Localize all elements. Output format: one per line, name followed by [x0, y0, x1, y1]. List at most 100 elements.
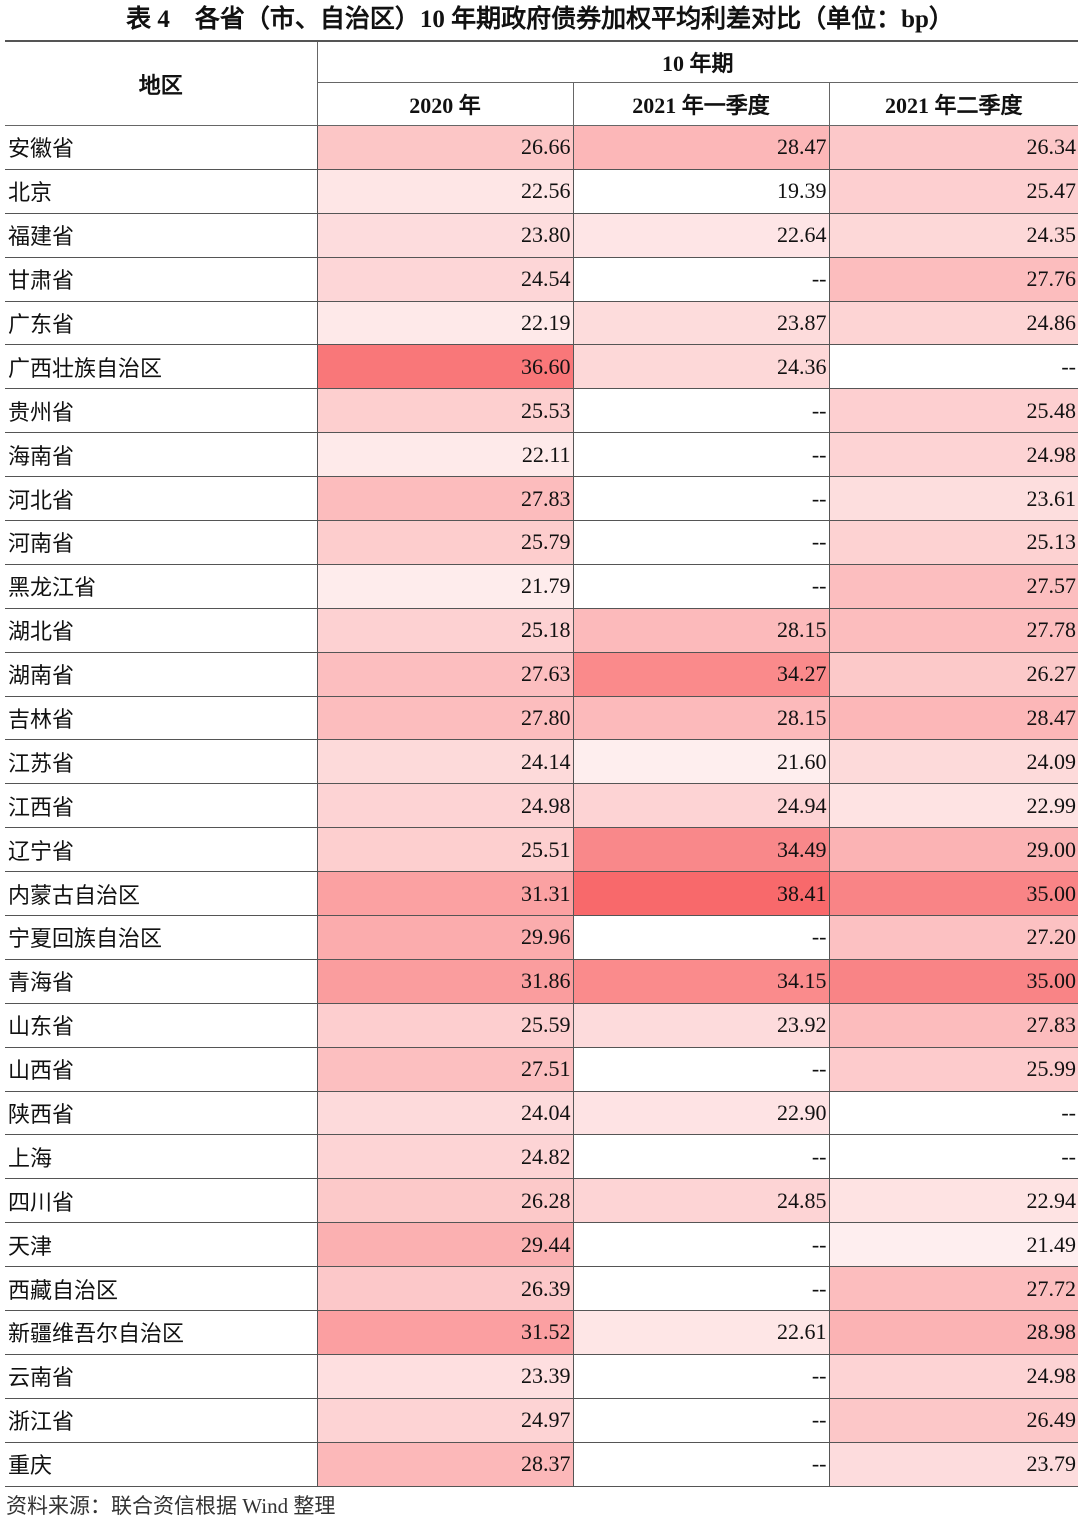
region-header: 地区 [5, 41, 317, 126]
region-cell: 上海 [5, 1134, 317, 1180]
table-row: 新疆维吾尔自治区 31.52 22.61 28.98 [5, 1310, 1079, 1355]
value-cell: 31.52 [316, 1310, 573, 1355]
value-cell: 26.34 [828, 125, 1079, 170]
table-row: 湖北省 25.18 28.15 27.78 [5, 608, 1079, 653]
table-row: 内蒙古自治区 31.31 38.41 35.00 [5, 871, 1079, 917]
value-cell: -- [572, 388, 829, 434]
value-cell: 28.15 [572, 608, 829, 653]
region-cell: 北京 [5, 169, 317, 214]
table-row: 湖南省 27.63 34.27 26.27 [5, 652, 1079, 697]
column-header-2021q2: 2021 年二季度 [828, 82, 1079, 126]
value-cell: 27.80 [316, 696, 573, 741]
value-cell: 22.94 [828, 1178, 1079, 1224]
value-cell: 28.47 [572, 125, 829, 170]
region-cell: 黑龙江省 [5, 564, 317, 609]
value-cell: 21.60 [572, 739, 829, 785]
table-row: 贵州省 25.53 -- 25.48 [5, 388, 1079, 434]
value-cell: -- [572, 1222, 829, 1268]
value-cell: 27.57 [828, 564, 1079, 609]
region-cell: 云南省 [5, 1354, 317, 1399]
value-cell: -- [572, 520, 829, 565]
value-cell: 23.92 [572, 1003, 829, 1048]
value-cell: 23.80 [316, 213, 573, 258]
region-cell: 内蒙古自治区 [5, 871, 317, 917]
value-cell: 27.78 [828, 608, 1079, 653]
value-cell: -- [572, 915, 829, 960]
value-cell: 28.98 [828, 1310, 1079, 1355]
region-cell: 广东省 [5, 301, 317, 346]
region-cell: 广西壮族自治区 [5, 344, 317, 390]
value-cell: 24.54 [316, 257, 573, 302]
value-cell: 29.00 [828, 827, 1079, 873]
value-cell: 27.63 [316, 652, 573, 697]
value-cell: -- [572, 1354, 829, 1399]
value-cell: 35.00 [828, 959, 1079, 1004]
table-row: 福建省 23.80 22.64 24.35 [5, 213, 1079, 258]
table-row: 陕西省 24.04 22.90 -- [5, 1091, 1079, 1136]
value-cell: -- [572, 564, 829, 609]
value-cell: 22.64 [572, 213, 829, 258]
table-row: 黑龙江省 21.79 -- 27.57 [5, 564, 1079, 609]
value-cell: 36.60 [316, 344, 573, 390]
value-cell: -- [572, 432, 829, 478]
value-cell: 26.66 [316, 125, 573, 170]
value-cell: 24.09 [828, 739, 1079, 785]
value-cell: 19.39 [572, 169, 829, 214]
value-cell: 22.11 [316, 432, 573, 478]
table-row: 山东省 25.59 23.92 27.83 [5, 1003, 1079, 1048]
value-cell: 29.44 [316, 1222, 573, 1268]
value-cell: 25.59 [316, 1003, 573, 1048]
value-cell: 26.49 [828, 1398, 1079, 1443]
table-row: 吉林省 27.80 28.15 28.47 [5, 696, 1079, 741]
table-row: 山西省 27.51 -- 25.99 [5, 1047, 1079, 1092]
value-cell: 24.98 [828, 1354, 1079, 1399]
table-row: 青海省 31.86 34.15 35.00 [5, 959, 1079, 1004]
table-row: 河北省 27.83 -- 23.61 [5, 476, 1079, 522]
region-cell: 海南省 [5, 432, 317, 478]
table-row: 辽宁省 25.51 34.49 29.00 [5, 827, 1079, 873]
value-cell: 24.86 [828, 301, 1079, 346]
value-cell: 22.19 [316, 301, 573, 346]
value-cell: -- [828, 1091, 1079, 1136]
value-cell: 22.99 [828, 783, 1079, 829]
value-cell: 25.51 [316, 827, 573, 873]
value-cell: 34.27 [572, 652, 829, 697]
table-row: 西藏自治区 26.39 -- 27.72 [5, 1266, 1079, 1312]
table-row: 云南省 23.39 -- 24.98 [5, 1354, 1079, 1399]
value-cell: 26.39 [316, 1266, 573, 1312]
value-cell: 23.79 [828, 1442, 1079, 1487]
value-cell: 34.49 [572, 827, 829, 873]
table-row: 天津 29.44 -- 21.49 [5, 1222, 1079, 1268]
region-cell: 福建省 [5, 213, 317, 258]
value-cell: 26.28 [316, 1178, 573, 1224]
region-cell: 江苏省 [5, 739, 317, 785]
value-cell: 27.20 [828, 915, 1079, 960]
value-cell: 34.15 [572, 959, 829, 1004]
table-row: 江苏省 24.14 21.60 24.09 [5, 739, 1079, 785]
value-cell: 24.98 [316, 783, 573, 829]
value-cell: -- [572, 1398, 829, 1443]
value-cell: -- [828, 344, 1079, 390]
value-cell: 24.94 [572, 783, 829, 829]
value-cell: 22.90 [572, 1091, 829, 1136]
value-cell: 24.97 [316, 1398, 573, 1443]
value-cell: 23.87 [572, 301, 829, 346]
value-cell: 27.76 [828, 257, 1079, 302]
region-cell: 山西省 [5, 1047, 317, 1092]
value-cell: 24.36 [572, 344, 829, 390]
value-cell: 23.61 [828, 476, 1079, 522]
value-cell: 24.98 [828, 432, 1079, 478]
table-row: 宁夏回族自治区 29.96 -- 27.20 [5, 915, 1079, 960]
value-cell: 29.96 [316, 915, 573, 960]
region-cell: 重庆 [5, 1442, 317, 1487]
spread-table: 地区 10 年期 2020 年 2021 年一季度 2021 年二季度 安徽省 2… [5, 40, 1079, 1487]
table-row: 上海 24.82 -- -- [5, 1134, 1079, 1180]
region-cell: 河北省 [5, 476, 317, 522]
region-cell: 河南省 [5, 520, 317, 565]
value-cell: 25.13 [828, 520, 1079, 565]
region-cell: 青海省 [5, 959, 317, 1004]
region-cell: 吉林省 [5, 696, 317, 741]
region-cell: 湖南省 [5, 652, 317, 697]
table-row: 甘肃省 24.54 -- 27.76 [5, 257, 1079, 302]
region-cell: 贵州省 [5, 388, 317, 434]
